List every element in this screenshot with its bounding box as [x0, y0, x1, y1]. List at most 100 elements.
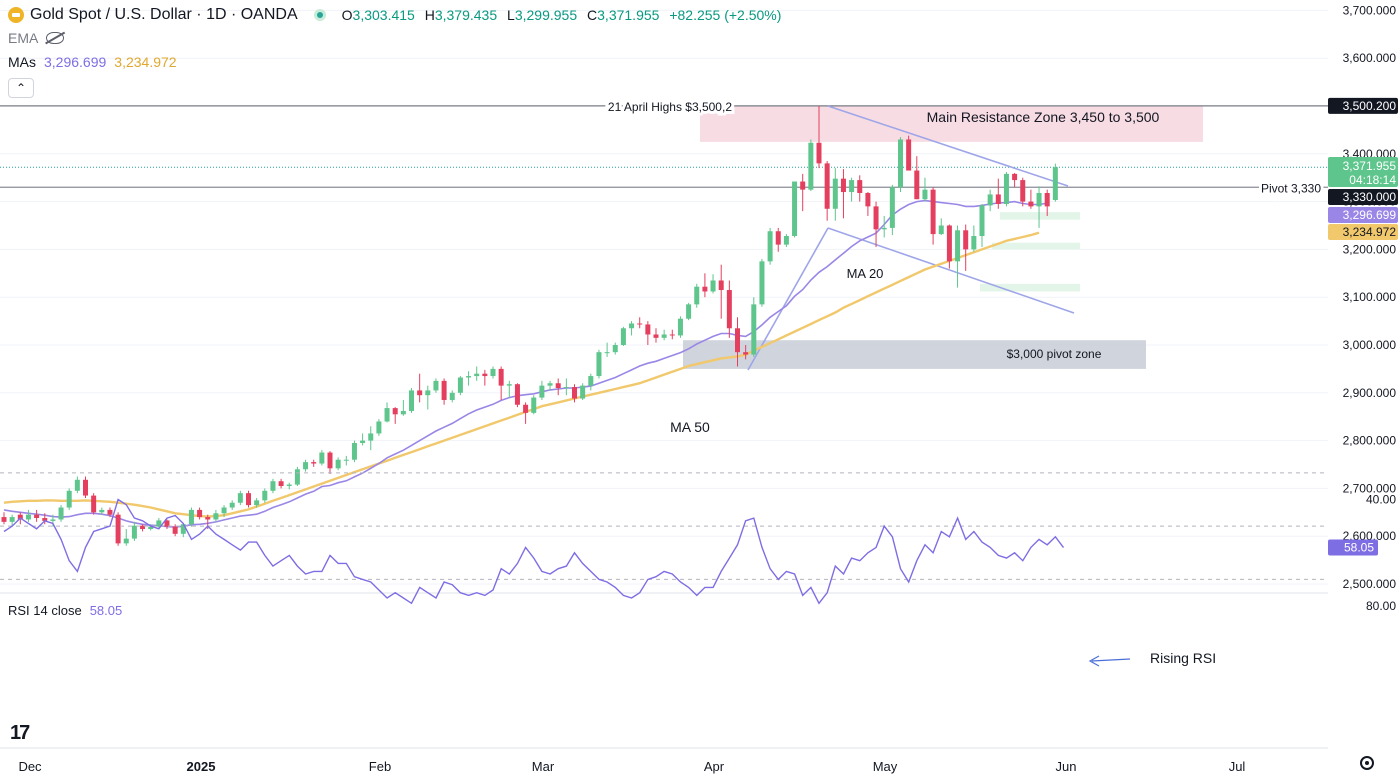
candle-body	[262, 490, 268, 501]
candle-body	[563, 387, 569, 389]
tradingview-logo[interactable]: 17	[10, 722, 30, 744]
candle-body	[987, 194, 993, 206]
price-tick-label: 2,900.000	[1343, 386, 1397, 400]
ohlc-values: O3,303.415 H3,379.435 L3,299.955 C3,371.…	[336, 7, 782, 23]
candle-body	[213, 513, 219, 520]
rsi-label: RSI 14 close	[8, 603, 82, 618]
close-value: 3,371.955	[597, 7, 660, 23]
candle-body	[547, 383, 553, 386]
candle-body	[849, 180, 855, 193]
support-zone	[992, 242, 1080, 250]
symbol-title[interactable]: Gold Spot / U.S. Dollar · 1D · OANDA	[30, 6, 298, 23]
candle-body	[694, 286, 700, 305]
candle-body	[840, 178, 846, 193]
rsi-legend[interactable]: RSI 14 close 58.05	[8, 603, 122, 618]
candle-body	[669, 334, 675, 336]
candle-body	[661, 334, 667, 338]
market-status-icon	[313, 9, 326, 21]
candle-body	[498, 368, 504, 386]
time-tick-label: Jul	[1229, 759, 1246, 774]
candle-body	[99, 509, 105, 513]
price-tick-label: 3,000.000	[1343, 338, 1397, 352]
candle-body	[1003, 173, 1009, 204]
candle-body	[66, 490, 72, 508]
ma20-legend-value: 3,296.699	[44, 54, 107, 70]
candle-body	[221, 507, 227, 514]
candle-body	[946, 225, 952, 262]
trend-line	[827, 105, 1069, 187]
ma20-price-tag-bg	[1328, 207, 1398, 223]
pivot-annotation: Pivot 3,330	[1261, 181, 1321, 195]
candle-body	[506, 384, 512, 386]
candle-body	[246, 493, 251, 506]
candle-body	[107, 509, 113, 515]
pivot-zone	[683, 340, 1146, 369]
candle-body	[637, 323, 643, 325]
candle-body	[816, 142, 822, 164]
change-value: +82.255 (+2.50%)	[669, 7, 782, 23]
price-tick-label: 2,500.000	[1343, 577, 1397, 591]
price-tick-label: 2,700.000	[1343, 481, 1397, 495]
candle-body	[645, 324, 651, 335]
candle-body	[400, 410, 406, 415]
candle-body	[482, 373, 488, 377]
candle-body	[930, 189, 936, 235]
time-tick-label: Dec	[18, 759, 42, 774]
candle-body	[514, 384, 520, 405]
candle-body	[1036, 192, 1042, 207]
rsi-legend-value: 58.05	[89, 603, 123, 618]
candle-body	[620, 328, 626, 345]
candle-body	[922, 189, 928, 200]
candle-body	[131, 525, 137, 539]
candle-body	[857, 180, 863, 193]
candle-body	[677, 318, 683, 336]
candle-body	[523, 404, 529, 413]
price-tick-label: 3,200.000	[1343, 242, 1397, 256]
low-value: 3,299.955	[514, 7, 578, 23]
candle-body	[25, 514, 31, 520]
rsi-value-tag: 58.05	[1344, 541, 1374, 555]
candle-body	[995, 194, 1001, 204]
candle-body	[319, 452, 325, 464]
candle-body	[906, 139, 912, 171]
candle-body	[164, 520, 170, 527]
close-label: C	[587, 7, 598, 23]
candle-body	[474, 373, 480, 377]
candle-body	[531, 397, 537, 413]
candle-body	[726, 290, 732, 329]
price-tick-label: 2,800.000	[1343, 434, 1397, 448]
candle-body	[792, 181, 798, 237]
time-tick-label: 2025	[187, 759, 216, 774]
ma50-price-tag-bg	[1328, 224, 1398, 240]
pivot-price-tag-bg	[1328, 189, 1398, 205]
ma20-price-tag: 3,296.699	[1343, 208, 1397, 222]
gear-icon[interactable]	[1360, 756, 1374, 770]
collapse-legend-button[interactable]: ⌃	[8, 78, 34, 98]
rsi-arrow-line	[1091, 658, 1131, 662]
candle-body	[971, 236, 977, 250]
resistance-annotation: Main Resistance Zone 3,450 to 3,500	[927, 109, 1160, 125]
candle-body	[555, 383, 561, 389]
candle-body	[384, 408, 390, 422]
highs-price-tag-bg	[1328, 97, 1398, 114]
pivot-price-tag: 3,330.000	[1343, 190, 1397, 204]
candle-body	[278, 481, 284, 487]
candle-body	[205, 517, 211, 520]
candle-body	[441, 380, 447, 400]
eye-off-icon[interactable]	[46, 32, 65, 44]
candle-body	[889, 187, 895, 228]
high-value: 3,379.435	[434, 7, 498, 23]
candle-body	[873, 206, 879, 230]
candle-body	[800, 181, 806, 190]
ema-legend[interactable]: EMA	[8, 30, 65, 46]
time-tick-label: May	[873, 759, 898, 774]
candle-body	[17, 514, 23, 520]
candle-body	[865, 192, 871, 207]
mas-legend[interactable]: MAs 3,296.699 3,234.972	[8, 54, 177, 70]
candle-body	[74, 479, 80, 491]
ma50-annotation: MA 50	[670, 419, 710, 435]
candle-body	[963, 230, 969, 250]
gold-coin-icon	[8, 7, 24, 23]
mas-label: MAs	[8, 54, 36, 70]
